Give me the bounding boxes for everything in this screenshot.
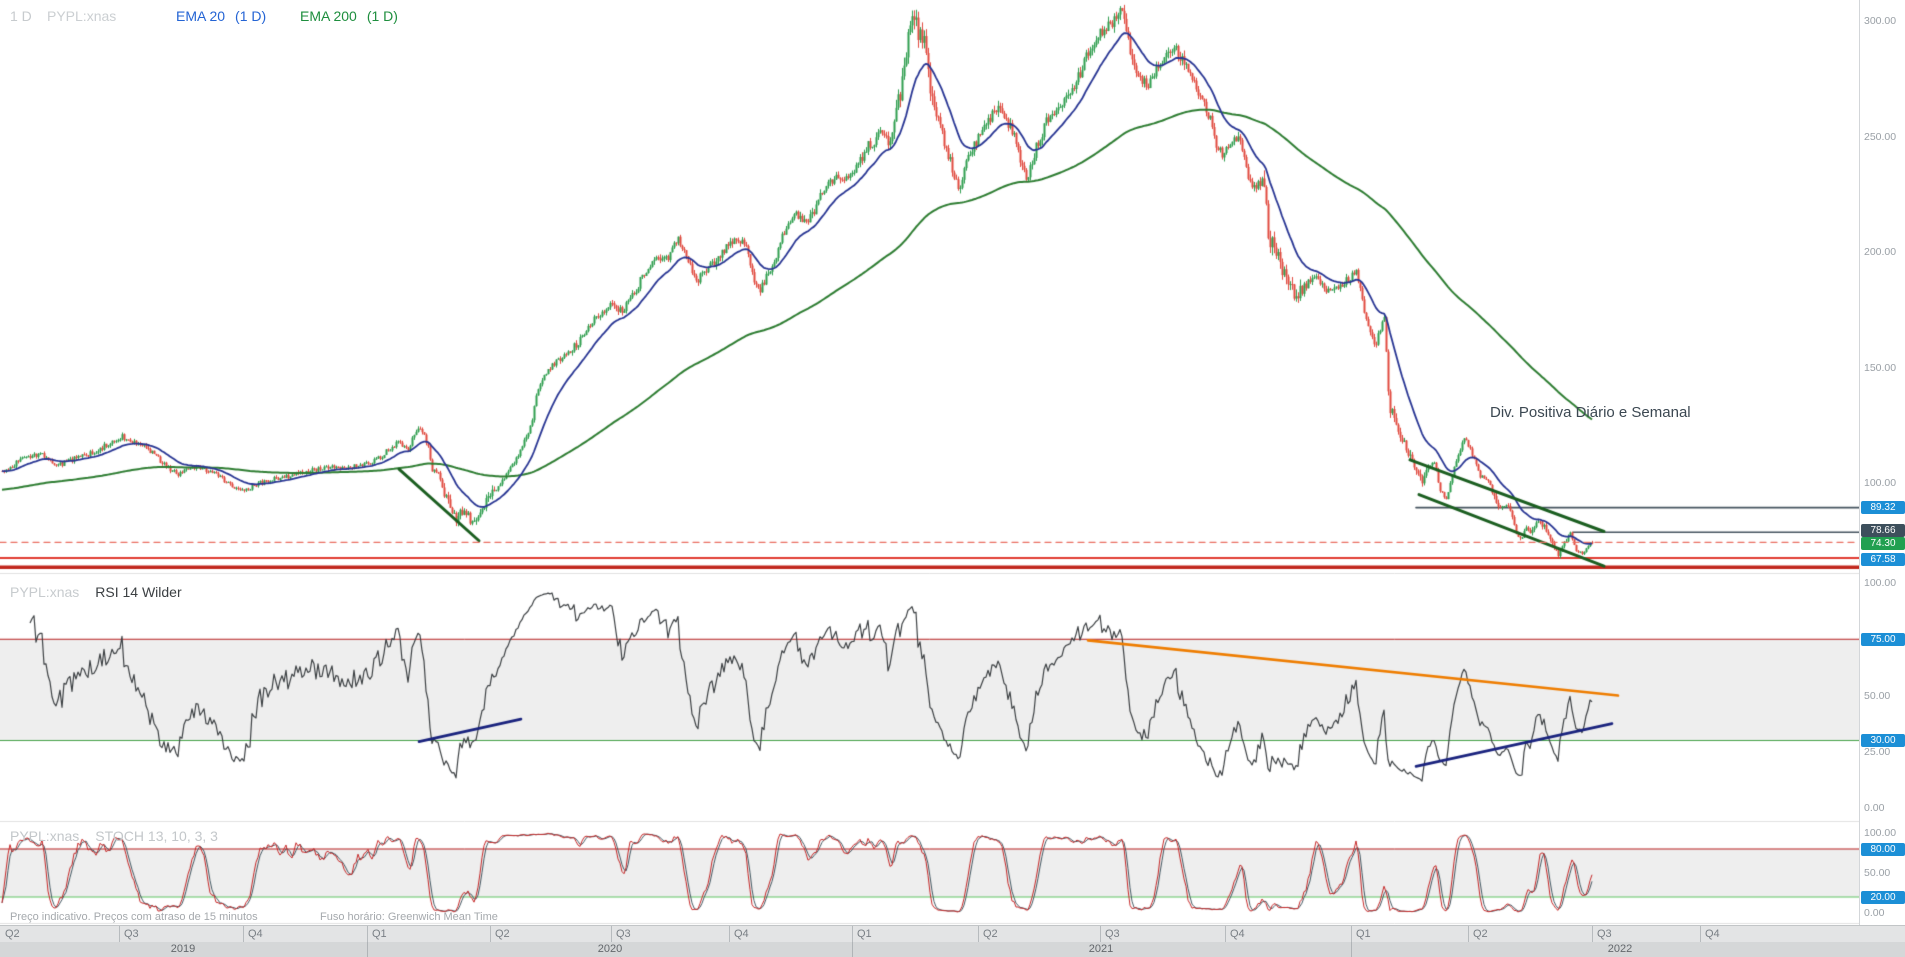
quarter-label: Q2	[495, 928, 510, 940]
quarter-tick	[1468, 926, 1469, 943]
rsi-symbol-label: PYPL:xnas	[10, 584, 80, 600]
rsi-axis-tick: 0.00	[1864, 802, 1885, 814]
year-tick	[1351, 942, 1352, 957]
stoch-symbol-label: PYPL:xnas	[10, 828, 80, 844]
price-badge: 67.58	[1861, 553, 1905, 567]
price-delay-notice: Preço indicativo. Preços com atraso de 1…	[10, 911, 258, 923]
stoch-panel-legend[interactable]: PYPL:xnas STOCH 13, 10, 3, 3	[10, 828, 218, 844]
quarter-label: Q4	[1705, 928, 1720, 940]
quarter-label: Q3	[1105, 928, 1120, 940]
rsi-indicator-label: RSI 14 Wilder	[95, 584, 182, 600]
quarter-label: Q1	[1356, 928, 1371, 940]
quarter-tick	[729, 926, 730, 943]
year-label: 2020	[597, 943, 623, 955]
timezone-notice: Fuso horário: Greenwich Mean Time	[320, 911, 498, 923]
quarter-label: Q1	[372, 928, 387, 940]
quarter-label: Q2	[1473, 928, 1488, 940]
rsi-panel-legend[interactable]: PYPL:xnas RSI 14 Wilder	[10, 584, 182, 600]
ema200-legend-interval: (1 D)	[366, 8, 398, 24]
quarter-tick	[1351, 926, 1352, 943]
quarter-tick	[243, 926, 244, 943]
price-axis-tick: 300.00	[1864, 15, 1897, 27]
rsi-axis-tick: 50.00	[1864, 689, 1891, 702]
quarter-tick	[978, 926, 979, 943]
price-badge: 78.66	[1861, 523, 1905, 537]
quarter-label: Q4	[248, 928, 263, 940]
stoch-axis-tick: 100.00	[1864, 827, 1897, 839]
price-axis-tick: 250.00	[1864, 130, 1897, 143]
stoch-axis-tick: 50.00	[1864, 867, 1891, 879]
rsi-axis-tick: 25.00	[1864, 745, 1891, 758]
rsi-badge: 30.00	[1861, 734, 1905, 747]
stoch-axis-tick: 0.00	[1864, 907, 1885, 919]
stoch-indicator-label: STOCH 13, 10, 3, 3	[95, 828, 218, 844]
interval-selector[interactable]: 1 D	[10, 8, 32, 24]
year-label: 2019	[170, 943, 196, 955]
quarter-tick	[852, 926, 853, 943]
quarter-label: Q3	[1597, 928, 1612, 940]
chart-annotation-text[interactable]: Div. Positiva Diário e Semanal	[1490, 404, 1691, 421]
year-tick	[852, 942, 853, 957]
year-label: 2022	[1607, 943, 1633, 955]
quarter-label: Q4	[734, 928, 749, 940]
price-axis-tick: 100.00	[1864, 477, 1897, 489]
ema20-legend[interactable]: EMA 20 (1 D)	[176, 8, 266, 24]
symbol-label: PYPL:xnas	[47, 8, 117, 24]
quarter-label: Q3	[124, 928, 139, 940]
time-axis-quarter-row[interactable]: Q2 Q3 Q4 Q1 Q2 Q3 Q4 Q1 Q2 Q3 Q4 Q1 Q2 Q3 Q4	[0, 925, 1905, 943]
quarter-label: Q2	[983, 928, 998, 940]
quarter-label: Q4	[1230, 928, 1245, 940]
quarter-tick	[367, 926, 368, 943]
quarter-tick	[611, 926, 612, 943]
quarter-tick	[1100, 926, 1101, 943]
quarter-tick	[1700, 926, 1701, 943]
ema20-legend-label: EMA 20	[176, 8, 226, 24]
rsi-axis-tick: 100.00	[1864, 577, 1897, 589]
year-label: 2021	[1088, 943, 1114, 955]
price-axis-tick: 200.00	[1864, 246, 1897, 258]
quarter-tick	[490, 926, 491, 943]
price-axis[interactable]: 300.00 250.00 200.00 150.00 100.00 100.00 50.0…	[1859, 0, 1905, 925]
stoch-badge: 80.00	[1861, 842, 1905, 856]
quarter-label: Q3	[616, 928, 631, 940]
stoch-badge: 20.00	[1861, 890, 1905, 904]
quarter-tick	[1592, 926, 1593, 943]
year-tick	[367, 942, 368, 957]
quarter-label: Q1	[857, 928, 872, 940]
quarter-tick	[1225, 926, 1226, 943]
ema200-legend[interactable]: EMA 200 (1 D)	[300, 8, 398, 24]
rsi-badge: 75.00	[1861, 632, 1905, 646]
ema20-legend-interval: (1 D)	[235, 8, 267, 24]
price-badge: 74.30	[1861, 536, 1905, 550]
quarter-tick	[119, 926, 120, 943]
price-axis-tick: 150.00	[1864, 361, 1897, 374]
quarter-label: Q2	[5, 928, 20, 940]
ema200-legend-label: EMA 200	[300, 8, 357, 24]
price-badge: 89.32	[1861, 501, 1905, 515]
time-axis-year-row[interactable]: 2019 2020 2021 2022	[0, 942, 1905, 957]
